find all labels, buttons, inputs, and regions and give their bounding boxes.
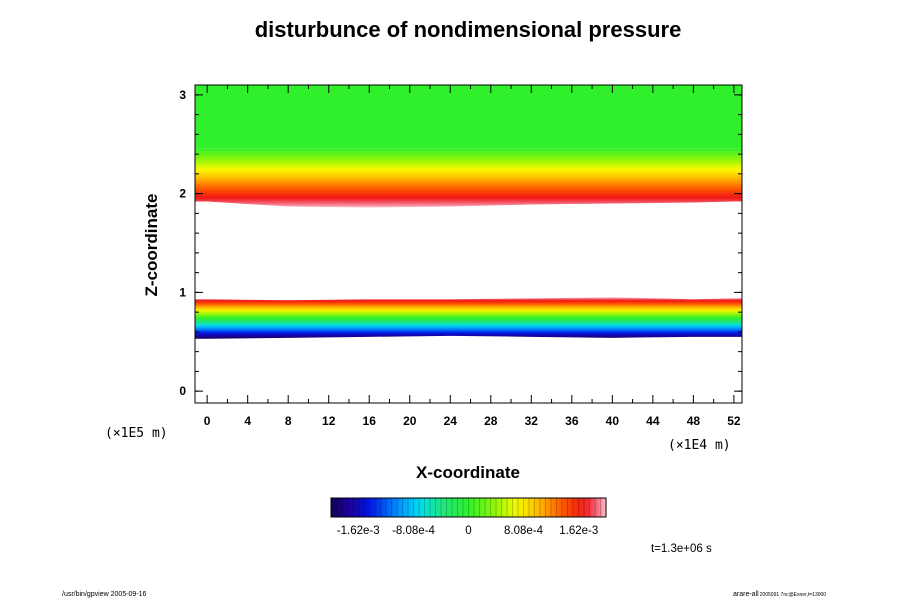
x-axis-ticks: 0 4 8 12 16 20 24 28 32 36 40 44 48 52	[204, 85, 741, 428]
colorbar-level-lines	[336, 498, 601, 517]
x-tick-label: 48	[687, 414, 701, 428]
y-axis-label: Z-coordinate	[142, 194, 161, 297]
y-tick-label: 2	[179, 187, 186, 201]
colorbar-tick-label: 0	[465, 525, 471, 537]
y-tick-label: 0	[179, 384, 186, 398]
colorbar-tick-label: 1.62e-3	[559, 525, 598, 537]
plot-area	[195, 85, 742, 339]
x-tick-label: 4	[244, 414, 251, 428]
time-label: t=1.3e+06 s	[651, 543, 712, 555]
footer-right-note-small: 2005091 7nc@Exner,t=13000	[760, 592, 827, 598]
colorbar	[330, 497, 607, 518]
x-tick-label: 8	[285, 414, 292, 428]
chart-title: disturbunce of nondimensional pressure	[255, 17, 682, 42]
colorbar-tick-label: 8.08e-4	[504, 525, 544, 537]
colorbar-tick-label: -8.08e-4	[392, 525, 435, 537]
colorbar-tick-label: -1.62e-3	[337, 525, 380, 537]
y-tick-label: 1	[179, 285, 186, 299]
y-unit-label: (×1E5 m)	[105, 426, 168, 441]
x-tick-label: 20	[403, 414, 417, 428]
footer-left-note: /usr/bin/gpview 2005-09-16	[62, 591, 147, 598]
x-tick-label: 28	[484, 414, 498, 428]
background-field	[195, 85, 742, 149]
x-tick-label: 12	[322, 414, 336, 428]
footer-right-note-main: arare-all	[733, 591, 759, 598]
x-unit-label: (×1E4 m)	[668, 438, 731, 453]
x-tick-label: 40	[606, 414, 620, 428]
x-tick-label: 44	[646, 414, 660, 428]
plot-frame	[194, 84, 743, 404]
x-tick-label: 52	[727, 414, 741, 428]
x-tick-label: 16	[363, 414, 377, 428]
x-axis-label: X-coordinate	[416, 463, 520, 482]
y-tick-label: 3	[179, 88, 186, 102]
x-tick-label: 36	[565, 414, 579, 428]
x-tick-label: 32	[525, 414, 539, 428]
footer-right-note: arare-all2005091 7nc@Exner,t=13000	[733, 591, 826, 598]
x-tick-label: 0	[204, 414, 211, 428]
colorbar-ticks: -1.62e-3 -8.08e-4 0 8.08e-4 1.62e-3	[337, 525, 598, 537]
x-tick-label: 24	[444, 414, 458, 428]
upper-band-heatmap	[195, 148, 742, 208]
lower-band-heatmap	[195, 297, 742, 339]
y-axis-ticks: 0 1 2 3	[179, 88, 742, 398]
